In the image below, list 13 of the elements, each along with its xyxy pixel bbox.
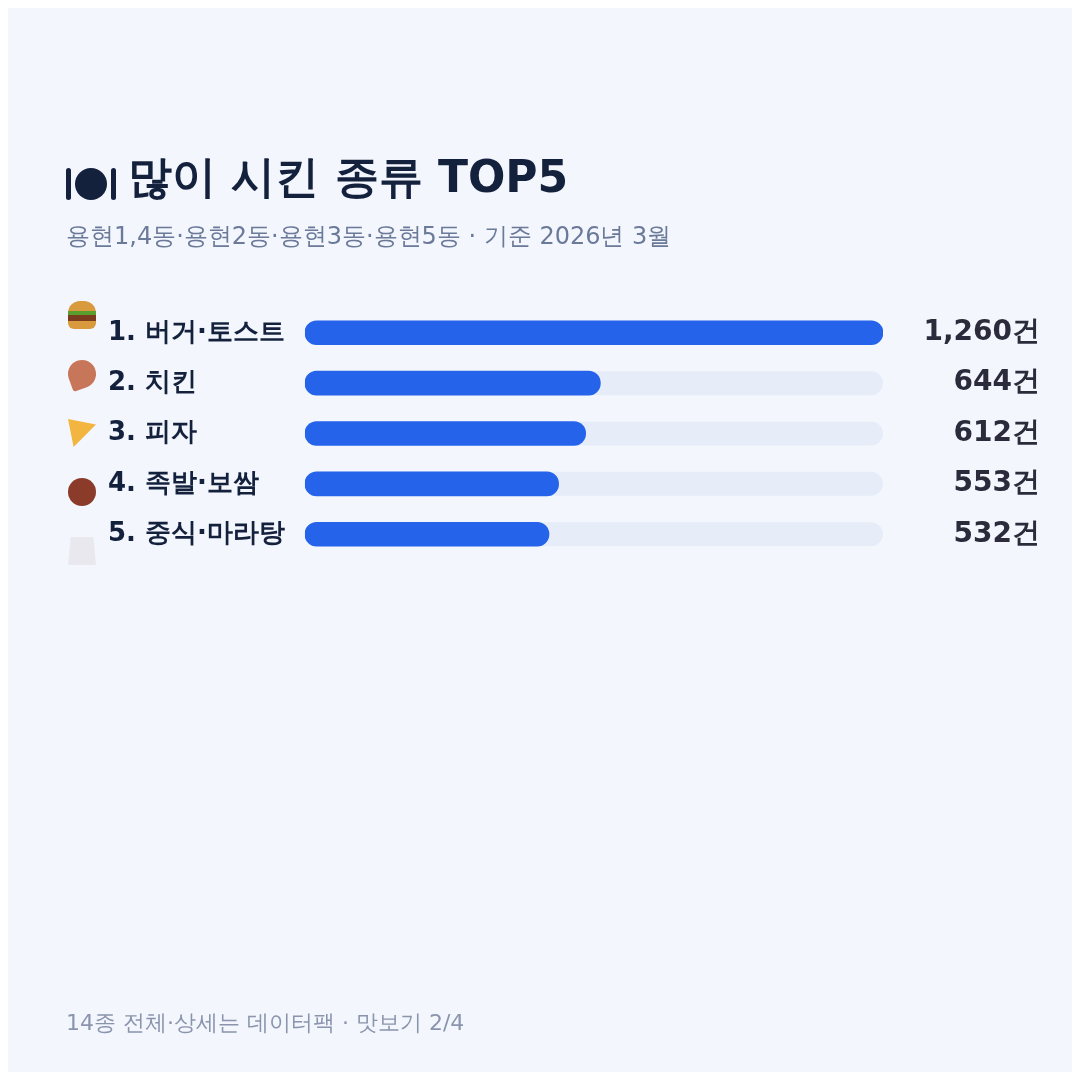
y-tick-label: 3. 피자 [108,416,198,447]
data-label: 612건 [953,414,1040,448]
chart-title: 많이 시킨 종류 TOP5 [128,150,569,204]
data-label: 1,260건 [923,314,1040,348]
y-tick-label: 2. 치킨 [108,365,198,396]
data-label: 553건 [953,465,1040,499]
y-tick-label: 4. 족발·보쌈 [108,466,259,497]
text: 14종 전체·상세는 데이터팩 · 맛보기 2/4 [66,1009,465,1037]
y-tick-label: 5. 중식·마라탕 [108,516,285,547]
chart-subtitle: 용현1,4동·용현2동·용현3동·용현5동 · 기준 2026년 3월 [66,221,672,252]
y-tick-label: 1. 버거·토스트 [108,315,285,346]
data-label: 644건 [953,364,1040,398]
data-label: 532건 [953,515,1040,549]
